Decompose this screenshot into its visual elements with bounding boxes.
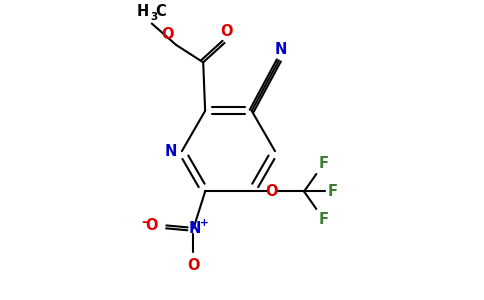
Text: F: F bbox=[318, 156, 328, 171]
Text: -: - bbox=[141, 214, 147, 229]
Text: C: C bbox=[156, 4, 166, 19]
Text: 3: 3 bbox=[150, 12, 157, 22]
Text: N: N bbox=[274, 41, 287, 56]
Text: O: O bbox=[162, 27, 174, 42]
Text: N: N bbox=[165, 144, 177, 159]
Text: F: F bbox=[327, 184, 337, 199]
Text: O: O bbox=[220, 24, 233, 39]
Text: O: O bbox=[265, 184, 277, 199]
Text: O: O bbox=[145, 218, 158, 233]
Text: O: O bbox=[187, 258, 200, 273]
Text: N: N bbox=[188, 221, 201, 236]
Text: H: H bbox=[136, 4, 149, 19]
Text: F: F bbox=[318, 212, 328, 227]
Text: +: + bbox=[200, 218, 209, 227]
